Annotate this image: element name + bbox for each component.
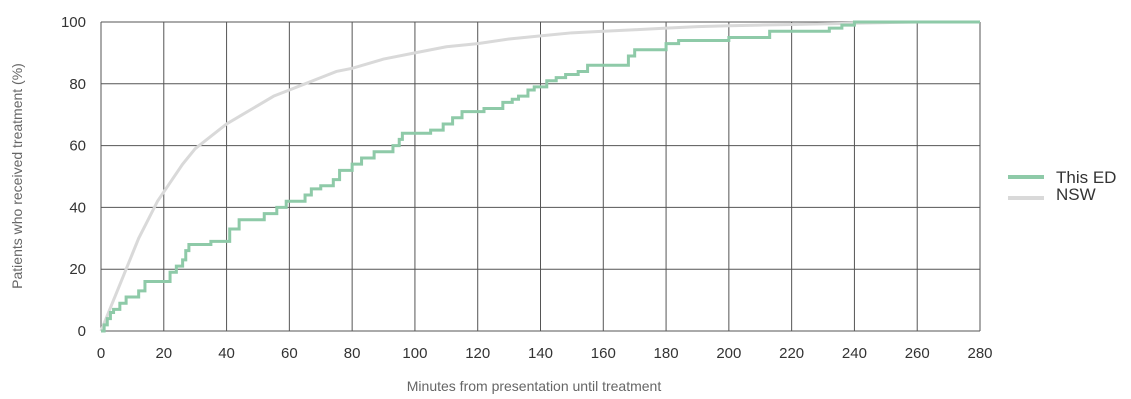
y-tick-labels: 0 20 40 60 80 100 <box>61 14 86 340</box>
x-tick-label: 160 <box>591 345 616 362</box>
x-tick-label: 200 <box>716 345 741 362</box>
y-tick-label: 80 <box>69 76 86 93</box>
y-axis-title: Patients who received treatment (%) <box>9 63 25 289</box>
series-line-nsw <box>99 20 980 332</box>
x-tick-label: 240 <box>842 345 867 362</box>
x-tick-label: 180 <box>654 345 679 362</box>
y-tick-label: 0 <box>78 323 86 340</box>
grid <box>100 21 981 332</box>
x-tick-label: 260 <box>905 345 930 362</box>
legend-label-this-ed: This ED <box>1056 168 1116 187</box>
x-tick-label: 280 <box>967 345 992 362</box>
x-tick-label: 20 <box>155 345 172 362</box>
x-tick-labels: 0 20 40 60 80 100 120 140 160 180 200 220 240 260 280 <box>97 345 993 362</box>
series-line-this-ed <box>101 20 980 333</box>
series-layer <box>99 20 980 333</box>
y-tick-label: 100 <box>61 14 86 31</box>
x-tick-label: 100 <box>402 345 427 362</box>
legend-label-nsw: NSW <box>1056 185 1096 204</box>
x-tick-label: 0 <box>97 345 105 362</box>
x-tick-label: 80 <box>344 345 361 362</box>
y-tick-label: 60 <box>69 138 86 155</box>
legend: This ED NSW <box>1008 168 1116 204</box>
x-tick-label: 140 <box>528 345 553 362</box>
y-tick-label: 40 <box>69 199 86 216</box>
x-tick-label: 40 <box>218 345 235 362</box>
x-axis-title: Minutes from presentation until treatmen… <box>407 378 662 394</box>
x-tick-label: 220 <box>779 345 804 362</box>
x-tick-label: 120 <box>465 345 490 362</box>
x-tick-label: 60 <box>281 345 298 362</box>
y-tick-label: 20 <box>69 261 86 278</box>
